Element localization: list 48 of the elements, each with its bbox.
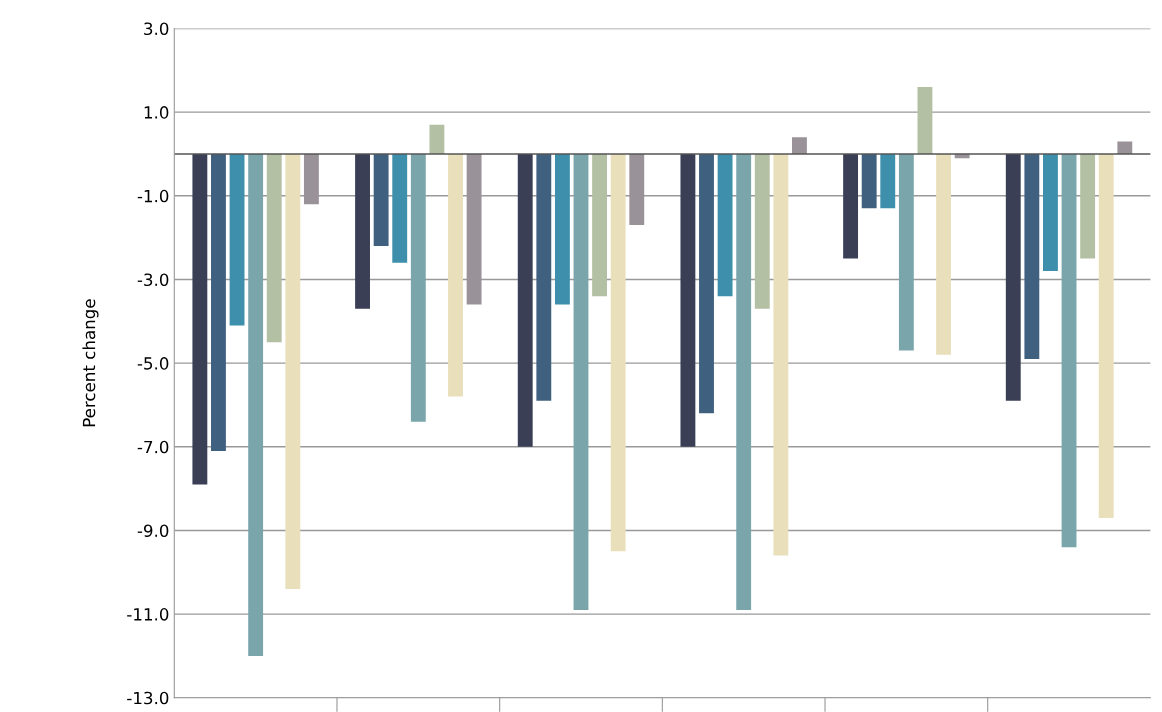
bar <box>410 153 426 422</box>
bar <box>861 153 877 209</box>
bar <box>773 153 789 556</box>
bar <box>192 153 208 485</box>
bar <box>517 153 533 447</box>
bar <box>554 153 570 305</box>
y-tick-label: -11.0 <box>127 608 169 621</box>
y-tick-label: -9.0 <box>137 524 169 538</box>
y-tick-label: -1.0 <box>137 189 169 203</box>
bar <box>573 153 589 610</box>
y-tick-label: -5.0 <box>137 357 169 370</box>
bar <box>936 153 951 355</box>
bar <box>592 153 608 297</box>
bar <box>248 153 264 656</box>
bar <box>610 153 626 552</box>
y-tick-label: 1.0 <box>144 106 169 119</box>
bar <box>680 153 696 447</box>
bar <box>1080 153 1096 259</box>
bar <box>717 153 733 297</box>
y-tick-label: -3.0 <box>137 273 169 287</box>
bar <box>1005 153 1021 401</box>
bar <box>229 153 245 326</box>
bar <box>355 153 370 309</box>
bar <box>448 153 463 397</box>
bar <box>880 153 896 209</box>
bar <box>211 153 226 451</box>
bar <box>736 153 752 610</box>
bar <box>1061 153 1077 548</box>
bar <box>266 153 282 343</box>
bar <box>536 153 552 401</box>
bar <box>392 153 408 263</box>
bar <box>754 153 770 309</box>
bar <box>1043 153 1058 272</box>
bar <box>917 87 933 154</box>
y-tick-label: 3.0 <box>144 22 169 36</box>
y-axis-title: Percent change <box>82 299 99 427</box>
bar <box>285 153 301 589</box>
y-tick-label: -13.0 <box>127 691 169 705</box>
y-tick-label: -7.0 <box>137 440 169 454</box>
bar <box>792 137 807 154</box>
bar <box>1098 153 1114 518</box>
bar <box>373 153 389 246</box>
bar <box>898 153 914 351</box>
bar <box>1024 153 1040 359</box>
bar <box>699 153 714 414</box>
bar <box>429 124 445 154</box>
bar <box>843 153 859 259</box>
bar <box>1117 141 1133 154</box>
